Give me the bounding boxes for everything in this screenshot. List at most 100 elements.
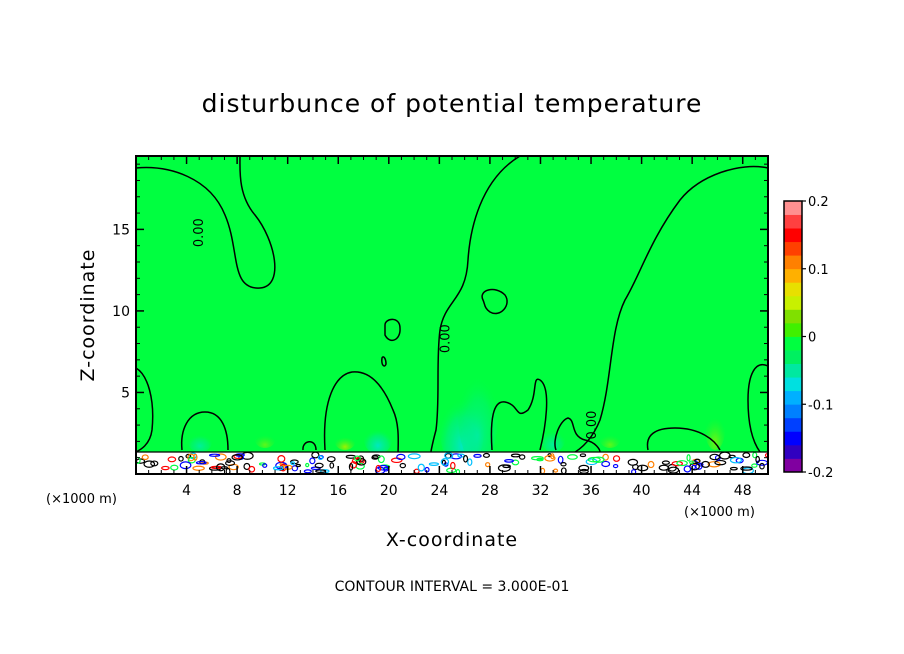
surface-eddy bbox=[587, 456, 601, 463]
colorbar-swatch bbox=[784, 228, 802, 243]
surface-eddy bbox=[518, 454, 526, 460]
surface-eddy bbox=[179, 461, 192, 470]
x-tick-label: 48 bbox=[734, 483, 752, 499]
surface-layer bbox=[136, 451, 768, 474]
colorbar-swatch bbox=[784, 431, 802, 446]
surface-eddy bbox=[277, 455, 286, 463]
x-tick-label: 44 bbox=[683, 483, 701, 499]
surface-eddy bbox=[544, 454, 556, 462]
surface-eddy bbox=[225, 467, 231, 474]
colorbar-swatch bbox=[784, 309, 802, 324]
colorbar-tick-label: 0.1 bbox=[808, 263, 829, 278]
yellow-patch bbox=[335, 434, 355, 450]
surface-eddy bbox=[314, 462, 324, 469]
contour-line bbox=[481, 288, 508, 315]
surface-eddy bbox=[729, 466, 738, 471]
surface-eddy bbox=[214, 453, 227, 461]
surface-eddy bbox=[396, 453, 406, 461]
surface-eddy bbox=[329, 462, 335, 469]
surface-eddy bbox=[356, 458, 367, 466]
surface-eddy bbox=[192, 465, 205, 471]
colorbar-tick-label: -0.1 bbox=[808, 398, 833, 413]
x-unit-label: (×1000 m) bbox=[46, 492, 117, 507]
x-tick-label: 40 bbox=[633, 483, 651, 499]
surface-eddy bbox=[170, 464, 179, 471]
surface-eddy bbox=[701, 460, 710, 468]
surface-eddy bbox=[417, 463, 425, 472]
surface-eddy bbox=[143, 460, 156, 468]
surface-eddy bbox=[272, 466, 284, 471]
cyan-patch bbox=[458, 365, 498, 465]
surface-eddy bbox=[661, 460, 670, 465]
colorbar-swatch bbox=[784, 377, 802, 392]
surface-eddy bbox=[326, 456, 336, 463]
surface-eddy bbox=[636, 464, 649, 472]
contour-line bbox=[747, 363, 768, 453]
surface-eddy bbox=[167, 456, 177, 463]
contour-line bbox=[490, 378, 548, 451]
surface-eddy bbox=[290, 461, 296, 466]
contour-line bbox=[569, 165, 768, 456]
colorbar-swatch bbox=[784, 295, 802, 310]
surface-eddy bbox=[601, 460, 611, 468]
surface-eddy bbox=[647, 460, 655, 469]
surface-eddy bbox=[193, 453, 198, 461]
surface-eddy bbox=[407, 453, 421, 460]
y-tick-label: 5 bbox=[121, 385, 130, 401]
y-tick-label: 15 bbox=[112, 222, 130, 238]
colorbar-swatch bbox=[784, 214, 802, 229]
surface-eddy bbox=[714, 459, 727, 466]
surface-eddy bbox=[450, 461, 456, 470]
surface-eddy bbox=[485, 462, 491, 468]
surface-eddy bbox=[510, 453, 521, 458]
x-axis-title: X-coordinate bbox=[386, 529, 518, 551]
contour-line bbox=[136, 156, 276, 289]
surface-eddy bbox=[729, 456, 743, 464]
surface-eddy bbox=[742, 452, 751, 459]
surface-eddy bbox=[208, 453, 221, 457]
surface-eddy bbox=[161, 465, 170, 471]
contour-label: 0.00 bbox=[438, 324, 453, 353]
surface-eddy bbox=[349, 461, 358, 469]
surface-eddy bbox=[579, 453, 587, 458]
colorbar-swatch bbox=[784, 363, 802, 378]
surface-eddy bbox=[463, 455, 469, 463]
colorbar-swatch bbox=[784, 322, 802, 337]
yellow-patch bbox=[705, 410, 725, 450]
colorbar-swatch bbox=[784, 350, 802, 364]
surface-eddy bbox=[612, 455, 621, 462]
y-axis-title: Z-coordinate bbox=[77, 249, 99, 382]
surface-eddy bbox=[550, 453, 555, 460]
colorbar: 0.2 0.1 0 -0.1 -0.2 bbox=[783, 195, 833, 481]
x-tick-label: 4 bbox=[182, 483, 191, 499]
contour-line bbox=[384, 318, 401, 342]
surface-eddy bbox=[567, 454, 578, 460]
surface-eddy bbox=[612, 463, 619, 469]
surface-eddy bbox=[178, 455, 184, 462]
contour-line bbox=[554, 417, 601, 453]
x-tick-label: 20 bbox=[380, 483, 398, 499]
surface-eddy bbox=[303, 469, 312, 474]
colorbar-tick-label: -0.2 bbox=[808, 466, 833, 481]
surface-eddy bbox=[658, 464, 670, 471]
colorbar-swatch bbox=[784, 336, 802, 351]
surface-eddy bbox=[504, 459, 514, 463]
cyan-patch bbox=[541, 428, 565, 452]
surface-eddy bbox=[150, 460, 159, 467]
contour-line bbox=[429, 156, 521, 461]
surface-eddy bbox=[399, 462, 407, 469]
surface-eddy bbox=[225, 460, 236, 466]
surface-eddy bbox=[195, 460, 207, 465]
surface-eddy bbox=[371, 455, 379, 460]
colorbar-tick-label: 0 bbox=[808, 331, 816, 346]
x-axis-ticks: 4 8 12 16 20 24 28 32 36 40 44 48 bbox=[148, 156, 756, 499]
x-tick-label: 36 bbox=[582, 483, 600, 499]
surface-eddy bbox=[709, 453, 721, 461]
x-tick-label: 24 bbox=[430, 483, 448, 499]
surface-eddy bbox=[440, 458, 450, 466]
surface-eddy bbox=[531, 456, 544, 461]
surface-eddy bbox=[473, 453, 482, 458]
surface-eddy bbox=[309, 457, 316, 465]
colorbar-swatch bbox=[784, 458, 802, 473]
surface-eddy bbox=[686, 454, 691, 462]
